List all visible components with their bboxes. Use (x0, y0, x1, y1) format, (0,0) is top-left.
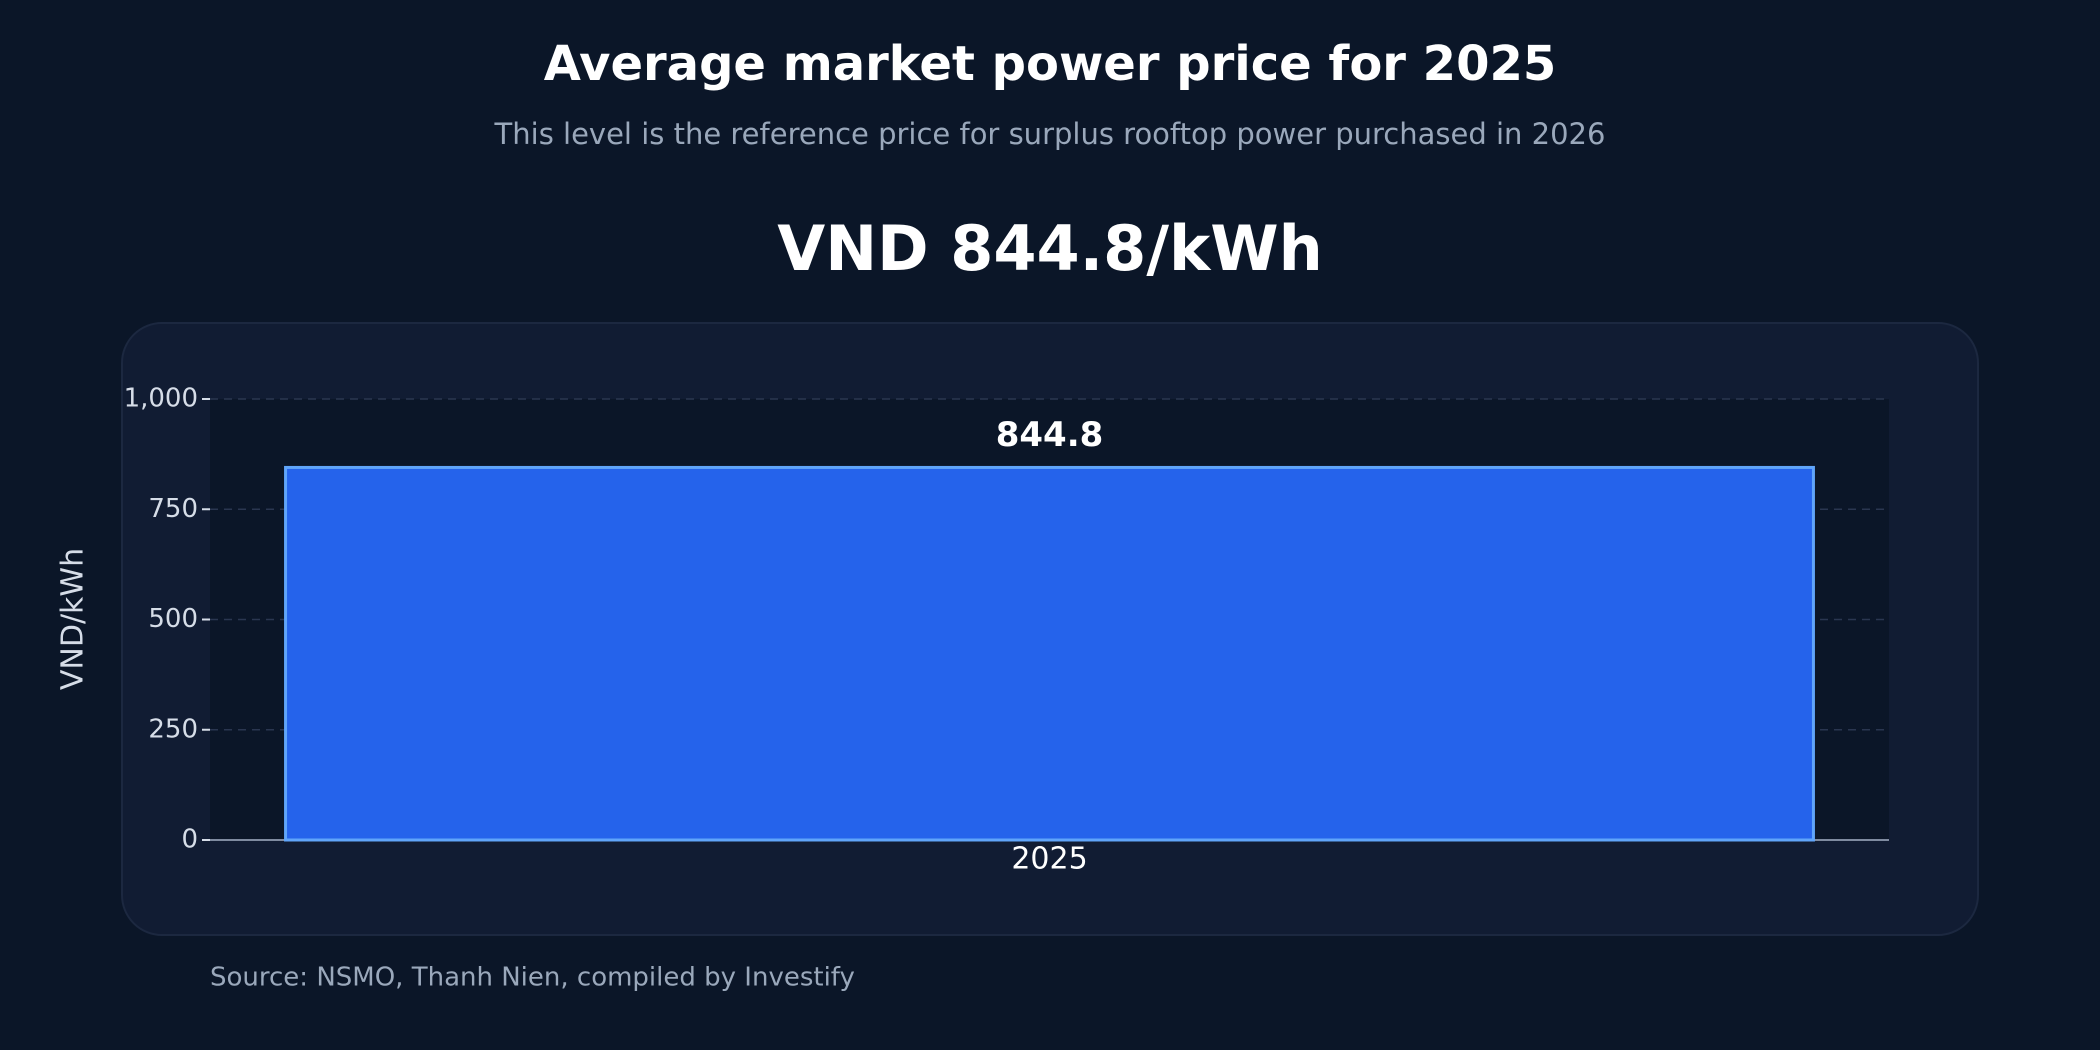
headline: VND 844.8/kWh (777, 212, 1322, 285)
y-tick-label: 250 (148, 714, 198, 744)
y-axis-label: VND/kWh (56, 548, 91, 690)
y-tick-label: 500 (148, 604, 198, 634)
chart-subtitle: This level is the reference price for su… (494, 117, 1606, 151)
data-label: 844.8 (996, 415, 1104, 455)
source: Source: NSMO, Thanh Nien, compiled by In… (210, 963, 855, 993)
y-tick-label: 1,000 (124, 384, 198, 414)
y-tick-label: 750 (148, 494, 198, 524)
chart-title: Average market power price for 2025 (544, 36, 1557, 92)
y-tick-label: 0 (181, 825, 198, 855)
bar (284, 465, 1815, 842)
x-tick-label: 2025 (1011, 842, 1087, 877)
